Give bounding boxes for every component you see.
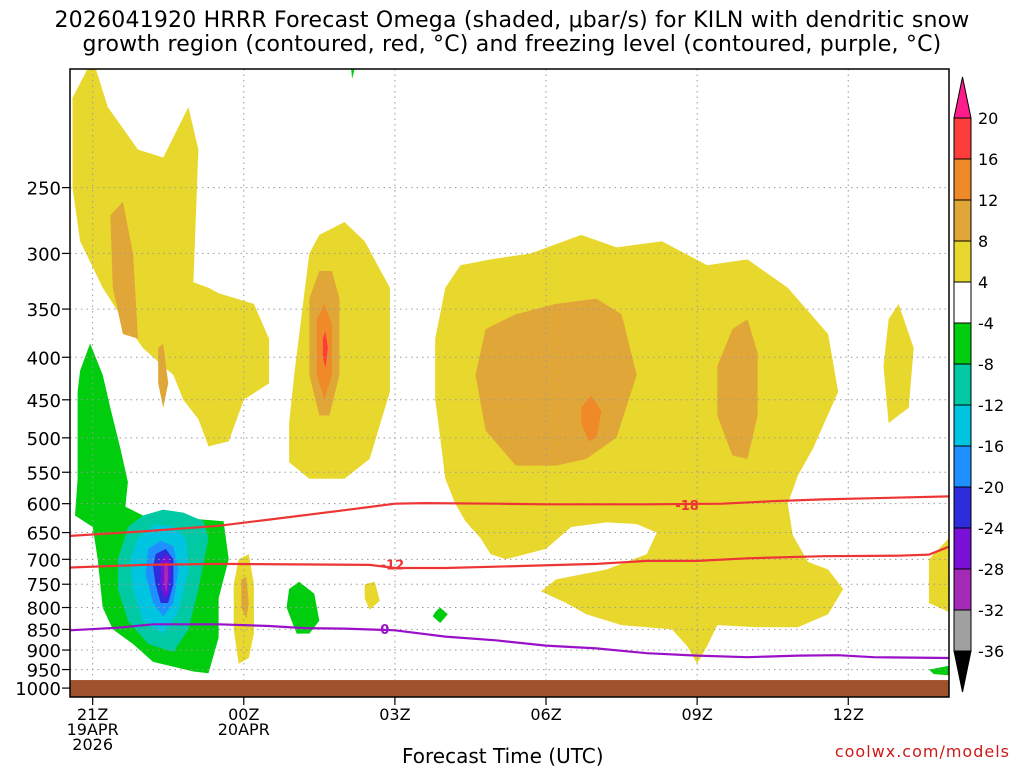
x-axis-title: Forecast Time (UTC)	[402, 744, 604, 768]
x-tick-label-line: 12Z	[833, 705, 864, 724]
y-tick-label-850: 850	[27, 620, 61, 641]
omega-region-15	[581, 395, 602, 442]
colorbar-label-1: 16	[978, 150, 998, 169]
omega-region-16	[322, 331, 328, 368]
colorbar-segment-5	[953, 281, 972, 324]
x-axis: 21Z 19APR 2026 00Z 20APR 03Z 06Z 09Z 12Z	[67, 697, 864, 754]
y-axis: 2503003504004505005506006507007508008509…	[15, 179, 70, 700]
colorbar-segment-3	[953, 199, 972, 242]
credit-text: coolwx.com/models	[834, 742, 1010, 761]
x-tick-label-line: 09Z	[681, 705, 712, 724]
x-tick-label-line: 06Z	[530, 705, 561, 724]
y-tick-label-800: 800	[27, 599, 61, 620]
y-tick-label-300: 300	[27, 244, 61, 265]
plot-area: -18 -12 0	[70, 69, 949, 697]
isotherm-contours: -18 -12 0	[70, 495, 949, 660]
omega-region-11	[475, 298, 637, 466]
colorbar-segment-6	[953, 322, 972, 365]
colorbar: 20 16 12 8 4 -4 -8 -12 -16 -20 -24 -28 -32 -36	[953, 76, 1004, 693]
colorbar-segment-1	[953, 117, 972, 160]
omega-region-13	[241, 576, 249, 619]
colorbar-segment-10	[953, 486, 972, 529]
colorbar-segment-4	[953, 240, 972, 283]
x-tick-label-line: 2026	[72, 735, 113, 754]
y-tick-label-900: 900	[27, 641, 61, 662]
y-tick-label-400: 400	[27, 348, 61, 369]
omega-region-0	[72, 69, 269, 447]
chart-title-line2: growth region (contoured, red, °C) and f…	[82, 32, 942, 57]
x-tick-label-0: 21Z 19APR 2026	[67, 705, 119, 754]
omega-region-27	[164, 561, 169, 594]
colorbar-label-11: -28	[978, 560, 1004, 579]
y-tick-label-500: 500	[27, 429, 61, 450]
y-tick-label-650: 650	[27, 524, 61, 545]
colorbar-top-triangle	[953, 76, 972, 119]
colorbar-label-6: -8	[978, 355, 994, 374]
x-tick-label-12: 09Z	[681, 705, 712, 724]
omega-shading	[72, 69, 949, 676]
x-tick-label-6: 03Z	[379, 705, 410, 724]
y-tick-label-700: 700	[27, 550, 61, 571]
y-tick-label-600: 600	[27, 495, 61, 516]
colorbar-label-5: -4	[978, 314, 994, 333]
omega-region-7	[928, 538, 949, 612]
freezing-level-line-0	[70, 623, 949, 660]
colorbar-label-8: -16	[978, 437, 1004, 456]
colorbar-bottom-triangle	[953, 650, 972, 693]
freezing-level-label-0: 0	[380, 623, 389, 638]
colorbar-label-2: 12	[978, 191, 998, 210]
colorbar-segment-2	[953, 158, 972, 201]
x-tick-label-line: 03Z	[379, 705, 410, 724]
plot-frame	[69, 68, 950, 698]
x-tick-label-line: 20APR	[218, 720, 270, 739]
colorbar-segment-11	[953, 527, 972, 570]
colorbar-label-12: -32	[978, 601, 1004, 620]
x-tick-label-line: 21Z	[77, 705, 108, 724]
colorbar-label-4: 4	[978, 273, 988, 292]
omega-region-12	[717, 319, 758, 459]
omega-region-19	[432, 607, 448, 623]
x-tick-label-3: 00Z 20APR	[218, 705, 270, 739]
colorbar-label-9: -20	[978, 478, 1004, 497]
y-tick-label-550: 550	[27, 463, 61, 484]
omega-region-8	[110, 201, 138, 339]
y-tick-label-1000: 1000	[15, 679, 61, 700]
omega-region-4	[883, 303, 914, 424]
dendritic-isotherm-label-1: -12	[381, 558, 405, 573]
colorbar-segment-7	[953, 363, 972, 406]
omega-region-9	[158, 343, 169, 408]
dendritic-isotherm-line-0	[70, 495, 949, 537]
omega-region-1	[148, 241, 174, 358]
y-tick-label-750: 750	[27, 575, 61, 596]
colorbar-label-13: -36	[978, 642, 1004, 661]
y-tick-label-450: 450	[27, 391, 61, 412]
omega-region-21	[351, 69, 355, 79]
x-tick-label-line: 00Z	[228, 705, 259, 724]
omega-region-20	[928, 665, 949, 676]
colorbar-segment-13	[953, 609, 972, 652]
colorbar-label-3: 8	[978, 232, 988, 251]
colorbar-segment-8	[953, 404, 972, 447]
dendritic-isotherm-line-1	[70, 545, 949, 570]
terrain-band	[70, 680, 949, 697]
x-tick-label-9: 06Z	[530, 705, 561, 724]
colorbar-segment-9	[953, 445, 972, 488]
omega-region-3	[435, 234, 844, 664]
colorbar-label-7: -12	[978, 396, 1004, 415]
chart-title-line1: 2026041920 HRRR Forecast Omega (shaded, …	[54, 8, 970, 33]
terrain-rect	[70, 680, 949, 697]
y-tick-label-250: 250	[27, 179, 61, 200]
colorbar-segment-12	[953, 568, 972, 611]
colorbar-label-10: -24	[978, 519, 1004, 538]
dendritic-isotherm-label-0: -18	[675, 499, 699, 514]
omega-region-6	[364, 581, 380, 610]
y-tick-label-350: 350	[27, 300, 61, 321]
colorbar-label-0: 20	[978, 109, 998, 128]
omega-region-18	[286, 581, 320, 634]
y-tick-label-950: 950	[27, 661, 61, 682]
x-tick-label-line: 19APR	[67, 720, 119, 739]
x-tick-label-15: 12Z	[833, 705, 864, 724]
